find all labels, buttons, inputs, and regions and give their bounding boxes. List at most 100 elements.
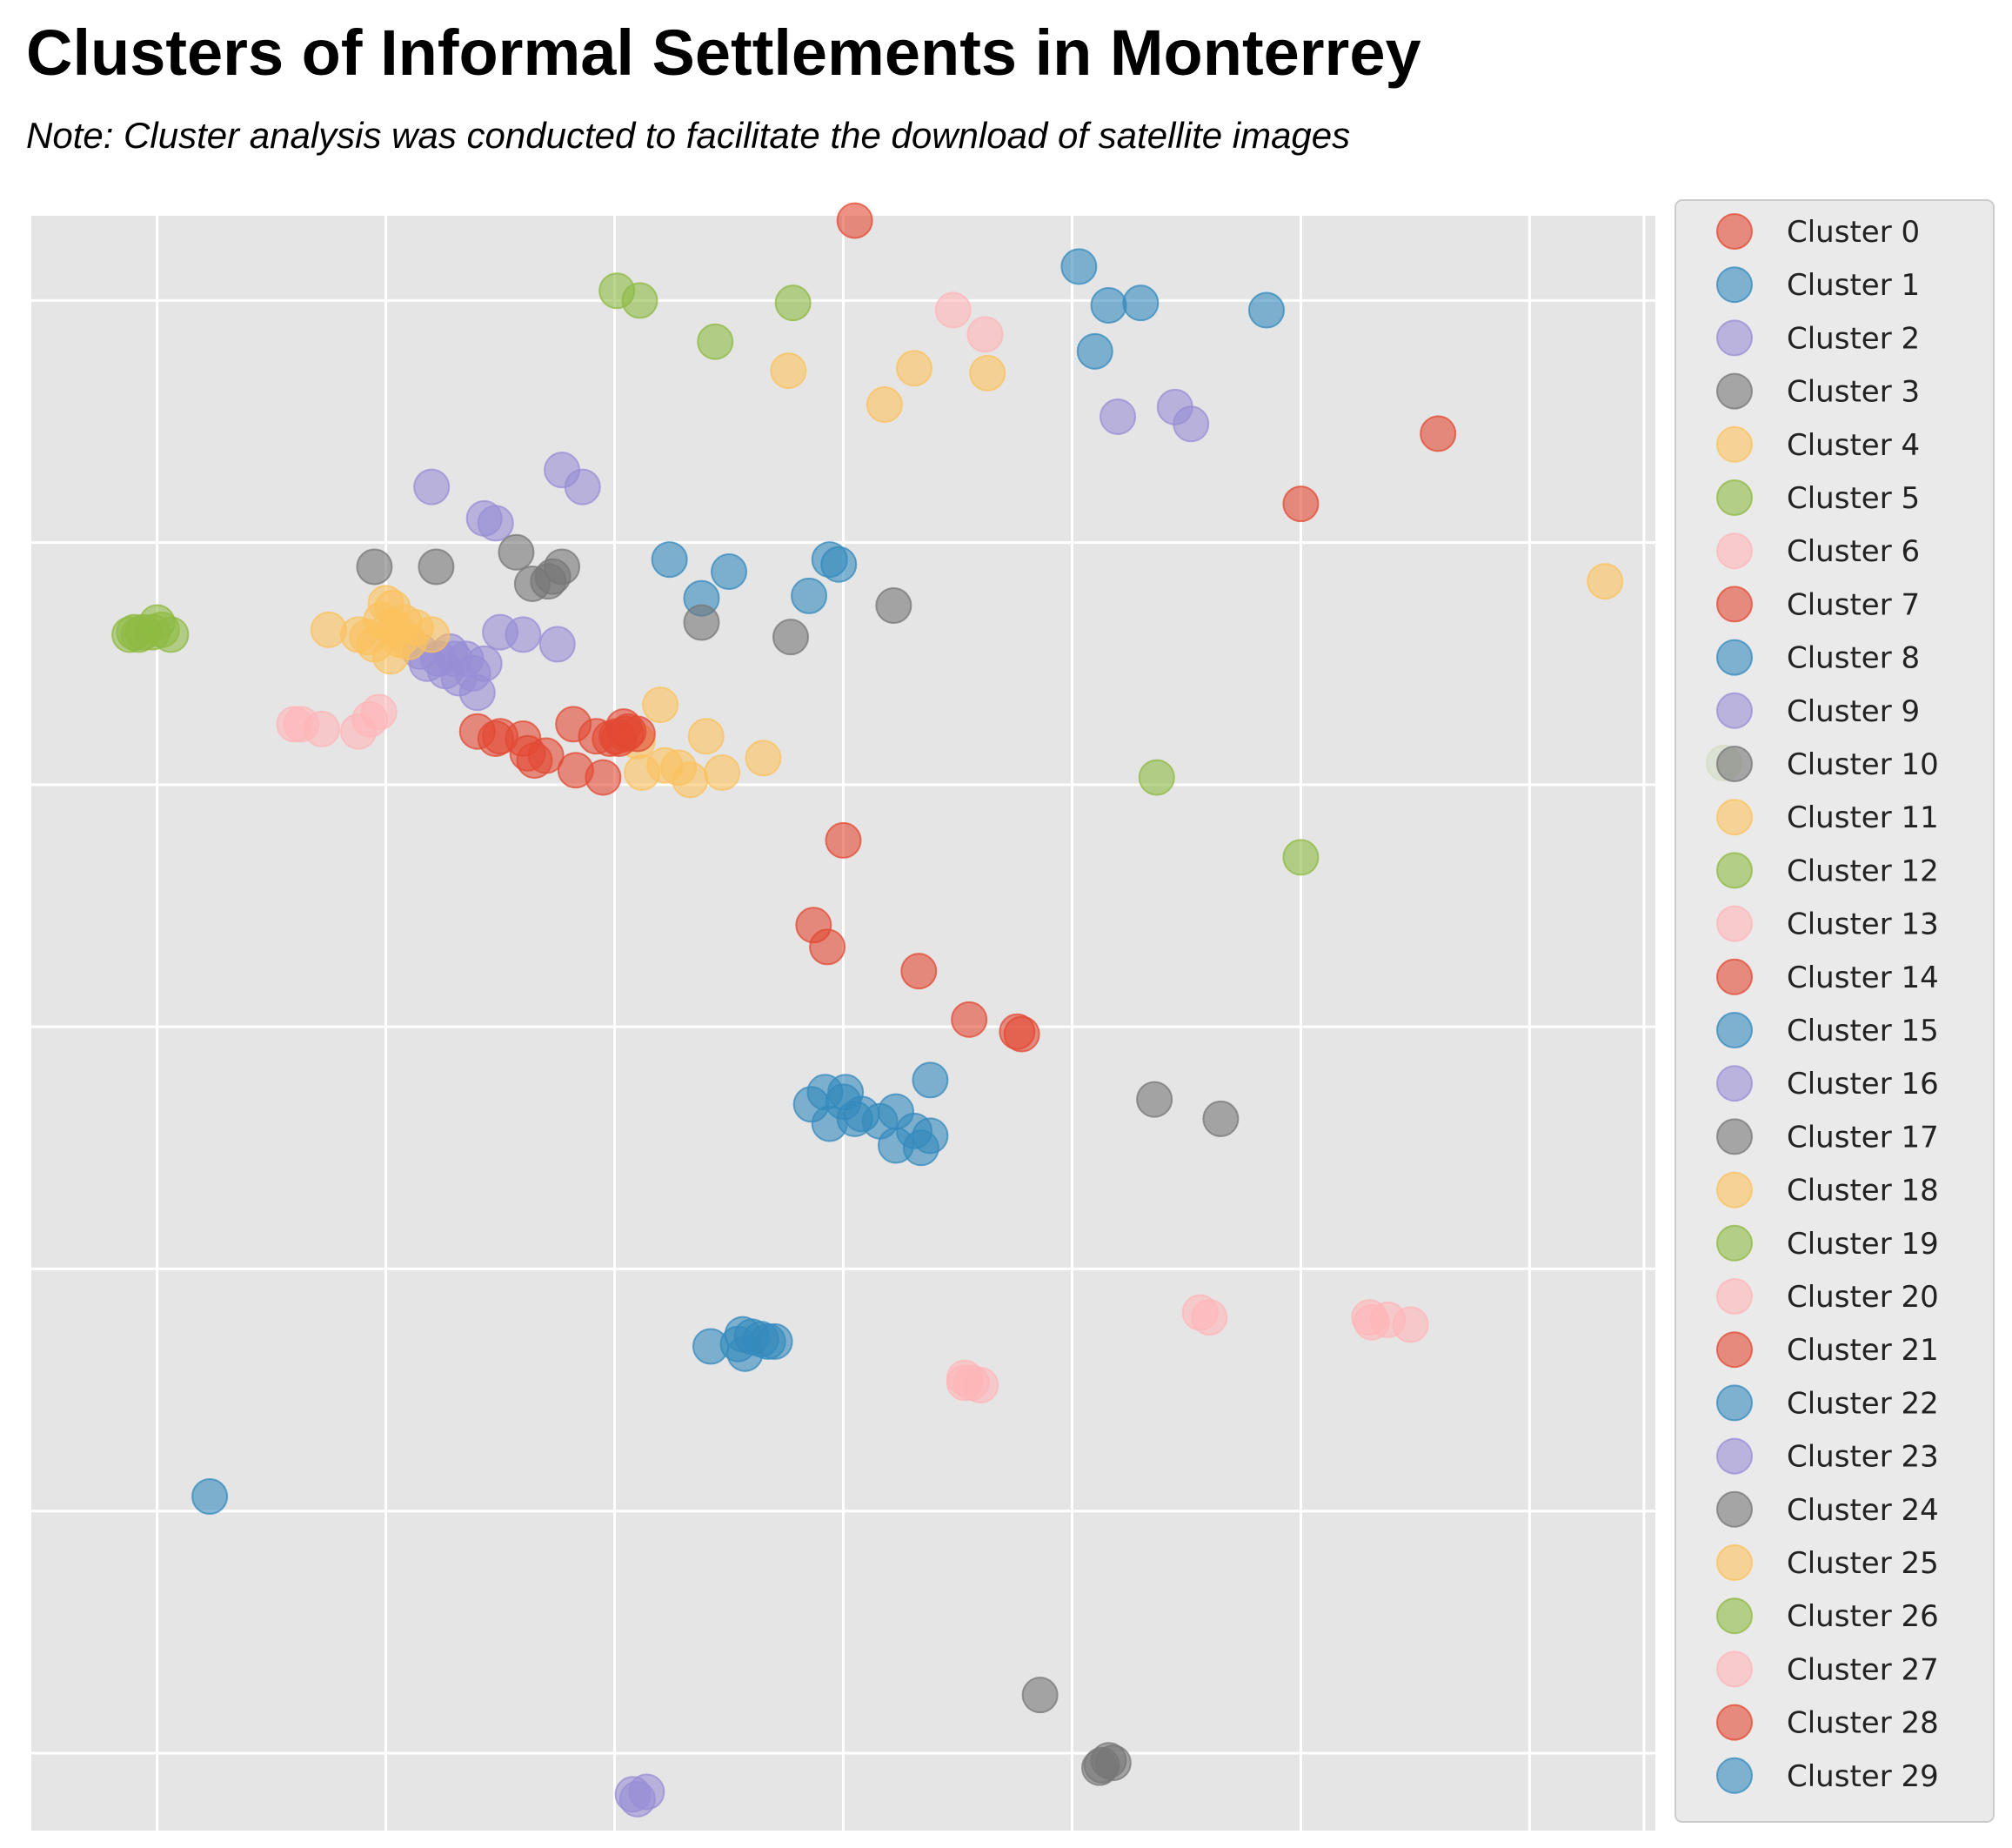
legend-label-14: Cluster 14: [1787, 961, 1939, 995]
point-cluster-7-2: [809, 928, 846, 966]
point-cluster-4-2: [896, 350, 933, 387]
legend-marker-22: [1716, 1384, 1753, 1422]
legend-marker-20: [1716, 1278, 1753, 1315]
point-cluster-27-3: [946, 1364, 983, 1402]
legend-label-23: Cluster 23: [1787, 1440, 1939, 1475]
legend-marker-2: [1716, 319, 1753, 357]
legend-label-24: Cluster 24: [1787, 1493, 1939, 1528]
point-cluster-1-0: [1060, 248, 1098, 285]
legend-label-22: Cluster 22: [1787, 1386, 1939, 1421]
legend-marker-10: [1716, 746, 1753, 782]
legend-label-12: Cluster 12: [1787, 854, 1939, 888]
point-cluster-7-6: [1003, 1015, 1040, 1053]
chart-title: Clusters of Informal Settlements in Mont…: [26, 17, 1421, 89]
legend-marker-13: [1716, 905, 1753, 942]
legend-label-29: Cluster 29: [1787, 1759, 1939, 1794]
point-cluster-17-1: [772, 619, 810, 656]
legend-label-18: Cluster 18: [1787, 1174, 1939, 1209]
legend-label-7: Cluster 7: [1787, 587, 1920, 622]
point-cluster-28-2: [509, 734, 546, 772]
point-cluster-22-0: [191, 1478, 229, 1515]
point-cluster-0-1: [1420, 415, 1457, 452]
point-cluster-9-7: [538, 626, 576, 663]
point-cluster-13-2: [303, 710, 340, 747]
legend-marker-24: [1716, 1490, 1753, 1528]
chart-subtitle: Note: Cluster analysis was conducted to …: [26, 115, 1351, 156]
point-cluster-8-12: [806, 1074, 844, 1111]
point-cluster-4-0: [770, 352, 807, 390]
point-cluster-9-2: [564, 468, 601, 506]
legend-label-25: Cluster 25: [1787, 1546, 1939, 1581]
point-cluster-4-1: [866, 386, 903, 424]
grid: [31, 216, 1655, 1831]
point-cluster-26-0: [124, 613, 162, 651]
point-cluster-17-0: [683, 604, 720, 641]
point-cluster-9-6: [505, 616, 542, 653]
point-cluster-24-4: [1081, 1749, 1119, 1786]
legend-label-28: Cluster 28: [1787, 1706, 1939, 1741]
point-cluster-10-0: [356, 548, 393, 586]
legend-marker-15: [1716, 1012, 1753, 1048]
point-cluster-11-0: [642, 686, 679, 724]
legend-label-3: Cluster 3: [1787, 375, 1920, 410]
legend-marker-29: [1716, 1757, 1753, 1794]
point-cluster-2-0: [1100, 398, 1137, 435]
point-cluster-8-11: [912, 1117, 949, 1155]
point-cluster-25-4: [371, 609, 409, 646]
legend-marker-7: [1716, 586, 1753, 623]
legend-label-10: Cluster 10: [1787, 747, 1939, 782]
legend-marker-1: [1716, 266, 1753, 304]
point-cluster-1-4: [1076, 332, 1113, 370]
point-cluster-1-3: [1247, 291, 1285, 329]
point-cluster-1-1: [1090, 286, 1127, 324]
point-cluster-7-3: [900, 953, 938, 990]
legend-marker-26: [1716, 1597, 1753, 1635]
legend-marker-3: [1716, 372, 1753, 410]
point-cluster-3-2: [1202, 1100, 1240, 1137]
legend-marker-0: [1716, 213, 1753, 250]
point-cluster-9-0: [413, 468, 451, 506]
point-cluster-11-2: [687, 718, 725, 755]
legend-marker-25: [1716, 1544, 1753, 1581]
legend-marker-27: [1716, 1650, 1753, 1688]
point-cluster-0-0: [836, 202, 873, 239]
point-cluster-10-6: [534, 558, 572, 595]
legend-marker-18: [1716, 1171, 1753, 1209]
legend-label-15: Cluster 15: [1787, 1014, 1939, 1048]
point-cluster-1-2: [1122, 285, 1160, 322]
point-cluster-11-6: [745, 740, 782, 777]
legend-label-11: Cluster 11: [1787, 800, 1939, 835]
legend-label-4: Cluster 4: [1787, 428, 1920, 463]
point-cluster-5-5: [1282, 839, 1320, 876]
legend-label-13: Cluster 13: [1787, 907, 1939, 942]
point-cluster-2-2: [1173, 405, 1210, 443]
legend-label-27: Cluster 27: [1787, 1652, 1939, 1687]
legend-marker-6: [1716, 532, 1753, 570]
legend-marker-9: [1716, 692, 1753, 729]
legend-label-5: Cluster 5: [1787, 481, 1920, 516]
point-cluster-11-5: [704, 754, 741, 791]
point-cluster-15-3: [791, 577, 828, 614]
legend-label-0: Cluster 0: [1787, 215, 1920, 250]
point-cluster-7-0: [825, 821, 862, 859]
point-cluster-10-1: [418, 548, 455, 586]
point-cluster-13-5: [360, 693, 398, 731]
point-cluster-0-2: [1282, 485, 1320, 523]
point-cluster-15-0: [651, 541, 688, 579]
point-cluster-7-4: [951, 1001, 988, 1038]
legend-label-26: Cluster 26: [1787, 1599, 1939, 1634]
point-cluster-16-10: [436, 640, 473, 678]
legend: Cluster 0 Cluster 1 Cluster 2 Cluster 3 Clus…: [1674, 199, 1995, 1823]
scatter-points: [111, 202, 1742, 1818]
point-cluster-6-0: [934, 291, 972, 329]
legend-marker-4: [1716, 425, 1753, 463]
point-cluster-3-1: [1136, 1081, 1173, 1118]
legend-label-6: Cluster 6: [1787, 534, 1920, 569]
point-cluster-8-7: [912, 1061, 949, 1099]
point-cluster-5-2: [697, 323, 734, 360]
legend-label-8: Cluster 8: [1787, 641, 1920, 676]
legend-marker-5: [1716, 479, 1753, 516]
legend-label-19: Cluster 19: [1787, 1227, 1939, 1262]
legend-label-21: Cluster 21: [1787, 1333, 1939, 1368]
